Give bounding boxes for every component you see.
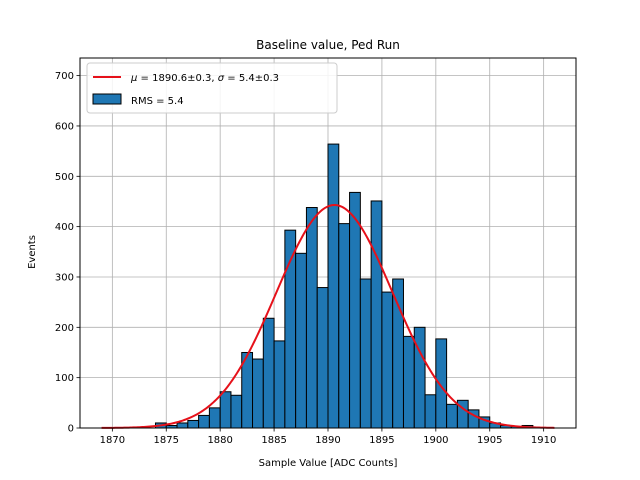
histogram-bar	[402, 335, 415, 429]
y-tick-label: 0	[68, 424, 74, 435]
legend-sigma-value: = 5.4±0.3	[224, 73, 279, 84]
legend-histogram-label: RMS = 5.4	[131, 96, 184, 107]
histogram-bar	[176, 422, 189, 429]
y-tick-label: 700	[55, 71, 74, 82]
x-axis-label: Sample Value [ADC Counts]	[259, 458, 398, 469]
y-tick-label: 600	[55, 121, 74, 132]
histogram-bar	[230, 394, 243, 429]
histogram-bar	[305, 207, 318, 429]
x-tick-label: 1895	[369, 435, 394, 446]
y-tick-label: 200	[55, 323, 74, 334]
histogram-bar	[198, 414, 210, 429]
histogram-bars	[154, 143, 534, 429]
legend-sigma-symbol: σ	[218, 73, 225, 84]
histogram-bar	[252, 358, 264, 429]
histogram-bar	[295, 252, 307, 429]
y-tick-label: 500	[55, 172, 74, 183]
legend-fit-label: μ = 1890.6±0.3, σ = 5.4±0.3	[130, 73, 279, 84]
y-axis-label: Events	[27, 235, 38, 269]
chart-title: Baseline value, Ped Run	[256, 38, 400, 52]
y-tick-label: 300	[55, 272, 74, 283]
histogram-bar	[262, 317, 275, 429]
histogram-bar	[392, 278, 404, 429]
legend-mu-value: = 1890.6±0.3,	[137, 73, 217, 84]
legend-histogram-swatch	[92, 93, 122, 105]
histogram-bar	[435, 338, 448, 429]
histogram-bar	[349, 191, 361, 429]
legend: μ = 1890.6±0.3, σ = 5.4±0.3 RMS = 5.4	[86, 62, 338, 114]
histogram-bar	[424, 394, 437, 429]
x-tick-label: 1890	[315, 435, 340, 446]
x-tick-label: 1880	[207, 435, 232, 446]
histogram-bar	[359, 278, 372, 429]
y-tick-label: 100	[55, 373, 74, 384]
histogram-bar	[370, 200, 383, 429]
histogram-bar	[219, 391, 232, 429]
histogram-bar	[327, 143, 340, 429]
x-tick-label: 1870	[100, 435, 125, 446]
x-tick-label: 1905	[477, 435, 502, 446]
histogram-bar	[273, 340, 286, 429]
histogram-bar	[381, 291, 394, 429]
histogram-bar	[187, 419, 200, 429]
y-axis-ticks: 0 100 200 300 400 500 600 700	[55, 71, 80, 435]
x-tick-label: 1900	[423, 435, 448, 446]
gaussian-fit-curve	[101, 203, 555, 429]
histogram-bar	[338, 223, 351, 429]
histogram-bar	[446, 403, 458, 429]
histogram-bar	[208, 407, 221, 429]
legend-box	[86, 62, 338, 114]
y-tick-label: 400	[55, 222, 74, 233]
x-tick-label: 1885	[261, 435, 286, 446]
legend-mu-symbol: μ	[130, 73, 137, 84]
x-tick-label: 1875	[154, 435, 179, 446]
x-tick-label: 1910	[531, 435, 556, 446]
histogram-bar	[316, 287, 329, 429]
x-axis-ticks: 1870 1875 1880 1885 1890 1895 1900 1905 1910	[100, 428, 556, 446]
